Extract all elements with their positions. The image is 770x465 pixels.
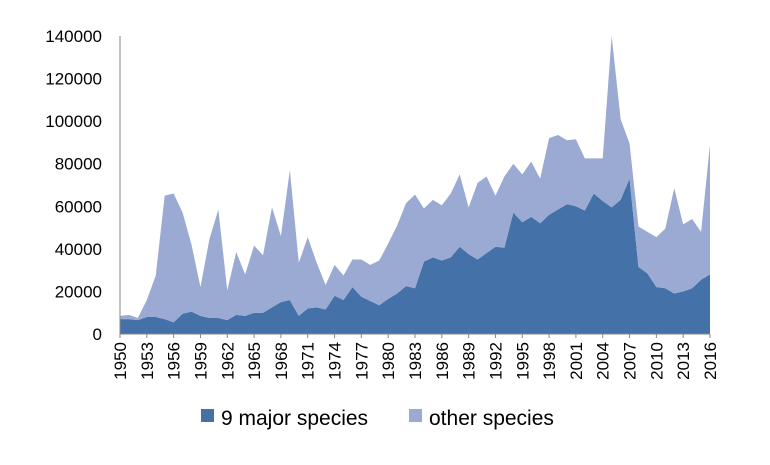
x-tick-label: 2001 <box>567 342 586 380</box>
chart-areas <box>120 36 710 334</box>
y-tick-label: 40000 <box>55 240 102 259</box>
x-tick-label: 1971 <box>299 342 318 380</box>
x-tick-label: 2010 <box>647 342 666 380</box>
x-tick-label: 2007 <box>621 342 640 380</box>
x-tick-label: 1974 <box>326 342 345 380</box>
x-tick-label: 1968 <box>272 342 291 380</box>
x-tick-label: 1965 <box>245 342 264 380</box>
x-tick-label: 1986 <box>433 342 452 380</box>
x-tick-label: 1959 <box>191 342 210 380</box>
x-tick-label: 1980 <box>379 342 398 380</box>
area-series-other-species <box>120 36 710 323</box>
x-tick-label: 2004 <box>594 342 613 380</box>
x-axis-ticks: 1950 1953 1956 1959 1962 1965 1968 1971 1974 1977… <box>111 334 720 380</box>
x-tick-label: 1989 <box>460 342 479 380</box>
x-tick-label: 1977 <box>352 342 371 380</box>
legend: 9 major species other species <box>201 407 554 430</box>
y-tick-label: 140000 <box>45 27 102 46</box>
x-tick-label: 1956 <box>165 342 184 380</box>
x-tick-label: 1992 <box>486 342 505 380</box>
x-tick-label: 1995 <box>513 342 532 380</box>
x-tick-label: 2016 <box>701 342 720 380</box>
x-tick-label: 1950 <box>111 342 130 380</box>
y-tick-label: 60000 <box>55 197 102 216</box>
area-series-major-species <box>120 178 710 334</box>
y-tick-label: 100000 <box>45 112 102 131</box>
x-tick-label: 1953 <box>138 342 157 380</box>
x-tick-label: 1998 <box>540 342 559 380</box>
legend-label-other-species: other species <box>429 407 554 430</box>
legend-swatch-other-species <box>409 409 422 422</box>
y-axis-ticks: 0 20000 40000 60000 80000 100000 120000 140000 <box>45 27 102 344</box>
x-tick-label: 2013 <box>674 342 693 380</box>
y-tick-label: 120000 <box>45 70 102 89</box>
y-tick-label: 80000 <box>55 155 102 174</box>
x-tick-label: 1962 <box>218 342 237 380</box>
y-tick-label: 20000 <box>55 282 102 301</box>
legend-swatch-major-species <box>201 409 214 422</box>
x-tick-label: 1983 <box>406 342 425 380</box>
y-tick-label: 0 <box>93 325 102 344</box>
legend-label-major-species: 9 major species <box>221 407 368 430</box>
